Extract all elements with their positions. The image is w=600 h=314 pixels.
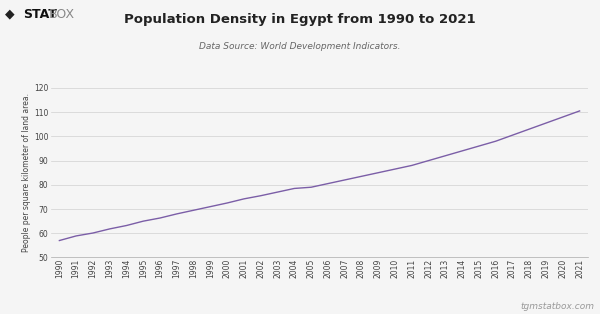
Text: tgmstatbox.com: tgmstatbox.com bbox=[520, 302, 594, 311]
Text: Data Source: World Development Indicators.: Data Source: World Development Indicator… bbox=[199, 42, 401, 51]
Text: BOX: BOX bbox=[49, 8, 76, 21]
Y-axis label: People per square kilometer of land area.: People per square kilometer of land area… bbox=[22, 93, 31, 252]
Text: ◆: ◆ bbox=[5, 8, 14, 21]
Text: Population Density in Egypt from 1990 to 2021: Population Density in Egypt from 1990 to… bbox=[124, 13, 476, 25]
Text: STAT: STAT bbox=[23, 8, 56, 21]
